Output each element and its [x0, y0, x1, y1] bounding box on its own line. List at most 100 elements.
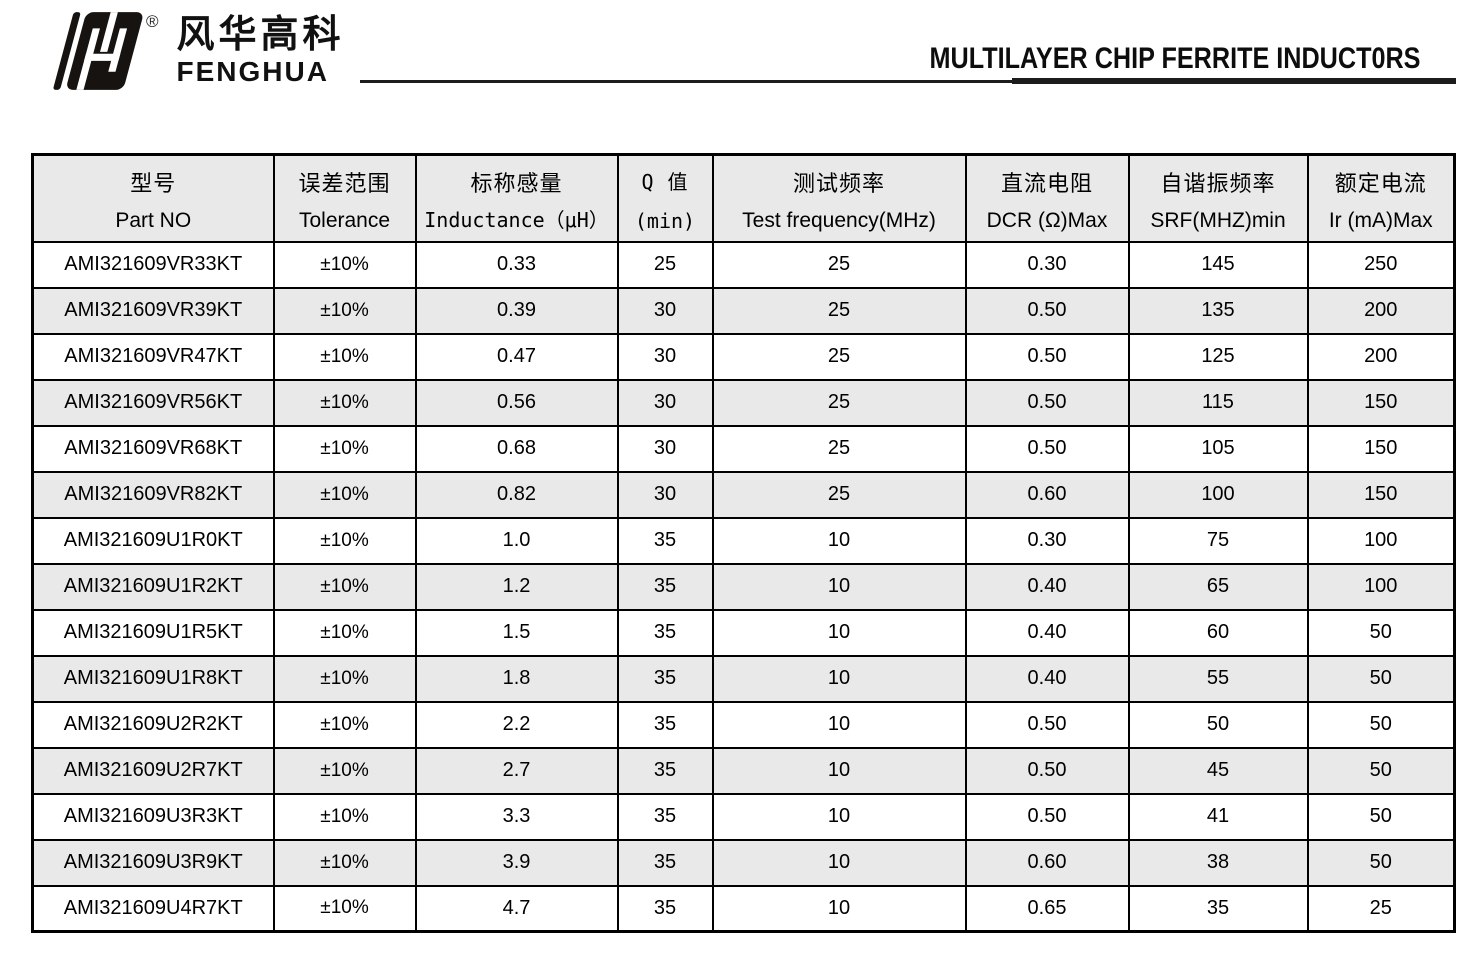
header-row: 型号 Part NO 误差范围 Tolerance 标称感量 Inductance（μH）… [31, 153, 1456, 243]
value-cell: 145 [1127, 240, 1309, 289]
value-cell: 10 [711, 884, 967, 933]
fenghua-logo-icon [53, 12, 143, 90]
value-cell: 35 [616, 838, 714, 887]
value-cell: 3.9 [414, 838, 619, 887]
value-cell: 10 [711, 562, 967, 611]
value-cell: ±10% [272, 700, 417, 749]
value-cell: 125 [1127, 332, 1309, 381]
value-cell: 10 [711, 654, 967, 703]
value-cell: 35 [616, 608, 714, 657]
part-no-cell: AMI321609U4R7KT [31, 884, 275, 933]
value-cell: 35 [616, 700, 714, 749]
value-cell: 200 [1306, 332, 1456, 381]
column-header-label-cn: 自谐振频率 [1160, 171, 1276, 196]
brand-text: 风华高科 FENGHUA [177, 6, 345, 86]
part-no-cell: AMI321609U2R7KT [31, 746, 275, 795]
value-cell: 10 [711, 516, 967, 565]
column-header-inductance-h: 标称感量 Inductance（μH） [414, 153, 619, 243]
part-no-cell: AMI321609VR39KT [31, 286, 275, 335]
column-header-label-en: (min) [634, 208, 696, 233]
value-cell: 250 [1306, 240, 1456, 289]
table-row-AMI321609U3R9KT: AMI321609U3R9KT ±10% 3.9 35 10 0.60 38 50 [31, 838, 1456, 887]
value-cell: 25 [711, 424, 967, 473]
inductor-spec-table: 型号 Part NO 误差范围 Tolerance 标称感量 Inductance（μH）… [31, 153, 1456, 933]
table-row-AMI321609U2R7KT: AMI321609U2R7KT ±10% 2.7 35 10 0.50 45 50 [31, 746, 1456, 795]
value-cell: ±10% [272, 378, 417, 427]
column-header-min: Q 值 (min) [616, 153, 714, 243]
part-no-cell: AMI321609VR68KT [31, 424, 275, 473]
value-cell: 35 [1127, 884, 1309, 933]
value-cell: ±10% [272, 746, 417, 795]
value-cell: 4.7 [414, 884, 619, 933]
column-header-label-cn: 测试频率 [792, 171, 885, 196]
column-header-label-en: Ir (mA)Max [1328, 208, 1433, 232]
table-row-AMI321609VR82KT: AMI321609VR82KT ±10% 0.82 30 25 0.60 100 150 [31, 470, 1456, 519]
column-header-label-cn: 标称感量 [470, 171, 563, 196]
brand-name-english: FENGHUA [176, 55, 329, 87]
value-cell: 50 [1127, 700, 1309, 749]
value-cell: 0.30 [964, 516, 1130, 565]
value-cell: 0.50 [964, 332, 1130, 381]
table-row-AMI321609VR56KT: AMI321609VR56KT ±10% 0.56 30 25 0.50 115 150 [31, 378, 1456, 427]
value-cell: 0.65 [964, 884, 1130, 933]
value-cell: 50 [1306, 700, 1456, 749]
value-cell: 0.39 [414, 286, 619, 335]
column-header-label-cn: 额定电流 [1334, 171, 1427, 196]
part-no-cell: AMI321609VR33KT [31, 240, 275, 289]
part-no-cell: AMI321609U1R2KT [31, 562, 275, 611]
title-underline-thick [1012, 78, 1456, 84]
value-cell: 25 [616, 240, 714, 289]
value-cell: 50 [1306, 838, 1456, 887]
column-header-label-en: SRF(MHZ)min [1150, 208, 1286, 232]
value-cell: 0.50 [964, 424, 1130, 473]
value-cell: 0.40 [964, 608, 1130, 657]
part-no-cell: AMI321609U3R3KT [31, 792, 275, 841]
value-cell: 0.82 [414, 470, 619, 519]
part-no-cell: AMI321609U2R2KT [31, 700, 275, 749]
value-cell: 25 [711, 378, 967, 427]
value-cell: 50 [1306, 608, 1456, 657]
value-cell: 100 [1306, 516, 1456, 565]
value-cell: 0.50 [964, 792, 1130, 841]
value-cell: 0.56 [414, 378, 619, 427]
value-cell: 0.30 [964, 240, 1130, 289]
title-underline-thin [360, 80, 1450, 83]
value-cell: ±10% [272, 562, 417, 611]
value-cell: 0.33 [414, 240, 619, 289]
value-cell: 25 [711, 470, 967, 519]
value-cell: 38 [1127, 838, 1309, 887]
value-cell: ±10% [272, 838, 417, 887]
value-cell: 0.50 [964, 286, 1130, 335]
value-cell: 41 [1127, 792, 1309, 841]
value-cell: 0.68 [414, 424, 619, 473]
value-cell: 1.2 [414, 562, 619, 611]
value-cell: 1.8 [414, 654, 619, 703]
value-cell: 65 [1127, 562, 1309, 611]
table-row-AMI321609U1R2KT: AMI321609U1R2KT ±10% 1.2 35 10 0.40 65 100 [31, 562, 1456, 611]
value-cell: 50 [1306, 654, 1456, 703]
value-cell: 35 [616, 884, 714, 933]
value-cell: 25 [711, 286, 967, 335]
value-cell: 25 [711, 332, 967, 381]
fenghua-brand-block: ® 风华高科 FENGHUA [38, 6, 345, 96]
part-no-cell: AMI321609U1R8KT [31, 654, 275, 703]
column-header-label-en: Part NO [115, 208, 192, 232]
spec-table-header: 型号 Part NO 误差范围 Tolerance 标称感量 Inductance（μH）… [31, 153, 1456, 243]
page-title: MULTILAYER CHIP FERRITE INDUCT0RS [929, 42, 1420, 75]
value-cell: 3.3 [414, 792, 619, 841]
value-cell: 0.50 [964, 746, 1130, 795]
value-cell: ±10% [272, 332, 417, 381]
table-row-AMI321609VR68KT: AMI321609VR68KT ±10% 0.68 30 25 0.50 105 150 [31, 424, 1456, 473]
brand-name-chinese: 风华高科 [176, 14, 345, 56]
table-row-AMI321609VR47KT: AMI321609VR47KT ±10% 0.47 30 25 0.50 125 200 [31, 332, 1456, 381]
column-header-label-cn: 误差范围 [298, 171, 391, 196]
value-cell: ±10% [272, 792, 417, 841]
value-cell: 0.60 [964, 838, 1130, 887]
part-no-cell: AMI321609U1R5KT [31, 608, 275, 657]
table-row-AMI321609VR39KT: AMI321609VR39KT ±10% 0.39 30 25 0.50 135 200 [31, 286, 1456, 335]
column-header-dcr-max: 直流电阻 DCR (Ω)Max [964, 153, 1130, 243]
value-cell: 100 [1127, 470, 1309, 519]
value-cell: 0.50 [964, 700, 1130, 749]
table-row-AMI321609VR33KT: AMI321609VR33KT ±10% 0.33 25 25 0.30 145 250 [31, 240, 1456, 289]
value-cell: 35 [616, 562, 714, 611]
